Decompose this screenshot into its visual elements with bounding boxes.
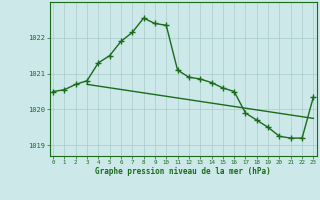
X-axis label: Graphe pression niveau de la mer (hPa): Graphe pression niveau de la mer (hPa) — [95, 167, 271, 176]
